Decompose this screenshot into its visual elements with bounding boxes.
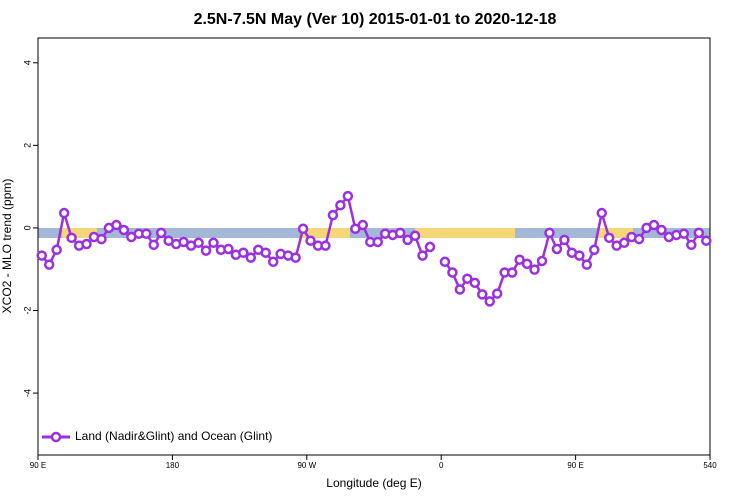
data-point: [656, 224, 667, 236]
data-point: [58, 207, 70, 219]
data-point: [648, 219, 660, 231]
data-point: [297, 223, 309, 234]
data-point: [223, 243, 234, 255]
x-tick-label: 0: [439, 461, 444, 470]
data-point: [506, 267, 518, 278]
data-point: [686, 239, 697, 251]
data-point: [469, 277, 481, 289]
data-point: [43, 259, 55, 270]
data-point: [596, 207, 607, 219]
x-tick-label: 90 W: [297, 461, 316, 470]
data-point: [267, 256, 279, 268]
data-point: [357, 219, 369, 231]
legend: Land (Nadir&Glint) and Ocean (Glint): [42, 429, 272, 443]
data-point: [529, 264, 540, 275]
legend-label: Land (Nadir&Glint) and Ocean (Glint): [75, 429, 272, 443]
data-point: [693, 227, 705, 239]
y-tick-label: 0: [22, 225, 32, 230]
plot-frame: [37, 37, 711, 456]
x-tick-label: 180: [166, 461, 180, 470]
x-tick-label: 90 E: [30, 461, 46, 470]
data-point: [574, 250, 585, 261]
data-point: [678, 228, 690, 239]
data-point: [327, 209, 339, 221]
data-point: [491, 288, 503, 299]
data-point: [155, 227, 167, 239]
data-point: [589, 244, 600, 256]
data-point: [454, 284, 466, 295]
data-point: [305, 235, 316, 246]
data-point: [320, 240, 331, 251]
data-point: [193, 237, 204, 249]
data-point: [290, 252, 301, 263]
data-point: [66, 232, 77, 244]
land-patch: [300, 228, 350, 238]
data-point: [581, 259, 593, 270]
chart-title: 2.5N-7.5N May (Ver 10) 2015-01-01 to 202…: [194, 11, 557, 28]
data-point: [335, 199, 346, 211]
data-point: [141, 228, 152, 239]
y-tick-label: -2: [22, 306, 32, 314]
data-point: [208, 237, 219, 249]
legend-marker: [50, 431, 62, 443]
data-point: [462, 273, 473, 284]
data-point: [447, 267, 458, 278]
y-axis-label: XCO2 - MLO trend (ppm): [0, 179, 14, 314]
data-point: [372, 236, 383, 248]
data-point: [51, 244, 62, 256]
data-point: [409, 230, 421, 242]
data-point: [559, 234, 570, 246]
data-point: [439, 256, 451, 268]
data-point: [260, 247, 271, 258]
land-patch: [415, 228, 515, 238]
x-tick-label: 90 E: [567, 461, 583, 470]
data-point: [603, 232, 615, 244]
data-point: [96, 233, 107, 245]
land-patch: [598, 228, 633, 238]
data-point: [36, 250, 47, 261]
data-point: [417, 250, 428, 261]
data-point: [618, 237, 630, 249]
x-axis-label: Longitude (deg E): [326, 476, 421, 490]
data-point: [238, 247, 249, 258]
data-point: [245, 252, 257, 263]
y-tick-label: 4: [22, 60, 32, 65]
y-tick-label: 2: [22, 143, 32, 148]
data-point: [118, 224, 130, 236]
data-point: [342, 190, 354, 202]
data-point: [148, 239, 159, 251]
data-point: [477, 289, 488, 300]
data-point: [394, 227, 406, 239]
data-point: [536, 255, 548, 267]
y-tick-label: -4: [22, 389, 32, 397]
land-patch: [62, 228, 97, 238]
data-point: [81, 238, 92, 250]
data-point: [111, 219, 122, 231]
data-point: [514, 254, 525, 265]
x-tick-label: 540: [703, 461, 717, 470]
data-point: [551, 243, 563, 255]
data-point: [521, 258, 533, 270]
data-point: [701, 235, 712, 246]
data-point: [402, 234, 413, 246]
data-point: [633, 233, 645, 245]
data-point: [200, 245, 212, 256]
data-point: [544, 227, 555, 239]
surface-band: [38, 228, 710, 238]
data-point: [484, 296, 495, 307]
data-point: [424, 241, 436, 253]
